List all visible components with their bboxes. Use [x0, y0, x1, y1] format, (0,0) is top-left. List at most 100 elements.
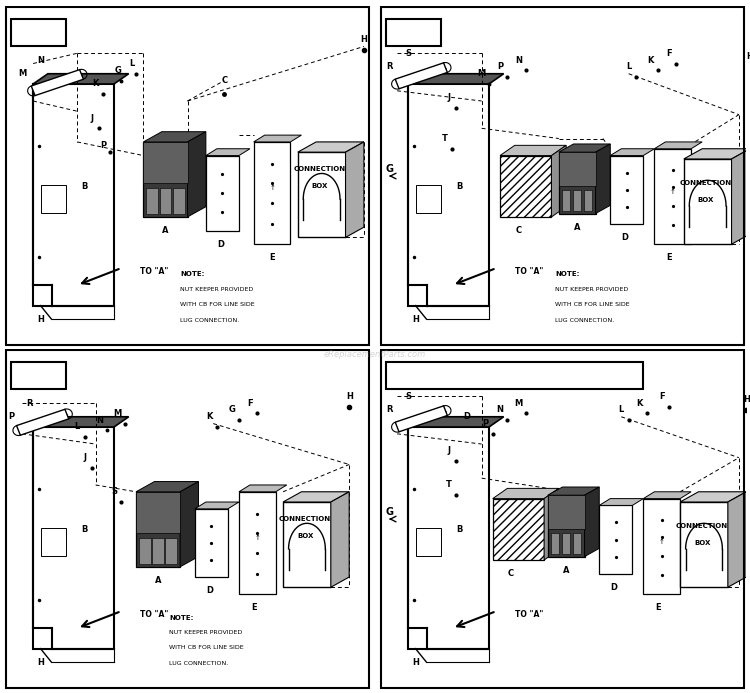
Text: T: T [446, 480, 452, 489]
Text: D: D [622, 233, 628, 242]
Text: NOTE:: NOTE: [180, 272, 205, 277]
Text: P: P [8, 412, 14, 421]
Text: G: G [114, 66, 121, 75]
Text: C: C [515, 226, 521, 235]
Polygon shape [654, 149, 692, 244]
Text: L: L [626, 62, 632, 71]
Polygon shape [548, 495, 584, 556]
Text: E: E [269, 254, 274, 263]
Text: TO "A": TO "A" [514, 610, 543, 619]
Polygon shape [298, 152, 346, 238]
Text: B: B [457, 525, 463, 534]
Polygon shape [584, 487, 599, 556]
Polygon shape [573, 533, 580, 554]
Polygon shape [573, 190, 580, 211]
Text: H: H [742, 395, 750, 404]
Polygon shape [644, 498, 680, 594]
Polygon shape [32, 70, 83, 96]
Text: R: R [386, 405, 393, 414]
Text: N: N [496, 405, 503, 414]
Text: B: B [457, 182, 463, 191]
Text: G: G [228, 405, 235, 414]
Text: K: K [637, 398, 643, 407]
Polygon shape [596, 144, 610, 213]
Text: E: E [656, 603, 661, 612]
Text: P: P [497, 62, 503, 71]
Polygon shape [143, 142, 188, 183]
Text: A: A [563, 565, 569, 574]
Polygon shape [166, 538, 177, 564]
Text: D: D [217, 240, 224, 249]
Text: CONNECTION: CONNECTION [279, 516, 332, 522]
Text: M: M [18, 69, 26, 78]
Text: E: E [251, 603, 257, 612]
Text: R: R [26, 398, 33, 407]
Polygon shape [283, 492, 350, 502]
Polygon shape [644, 492, 692, 498]
Polygon shape [684, 159, 731, 244]
Polygon shape [562, 533, 570, 554]
Text: R: R [386, 62, 393, 71]
Polygon shape [152, 538, 164, 564]
Text: CONNECTION: CONNECTION [676, 523, 728, 529]
Polygon shape [206, 155, 239, 231]
Bar [386, 362, 644, 389]
Polygon shape [493, 489, 559, 498]
Text: NUT KEEPER PROVIDED: NUT KEEPER PROVIDED [555, 287, 628, 292]
Polygon shape [139, 538, 151, 564]
Polygon shape [500, 155, 551, 217]
Text: E: E [666, 254, 672, 263]
Polygon shape [346, 142, 364, 238]
Bar [11, 362, 66, 389]
Polygon shape [500, 146, 566, 155]
Text: H: H [412, 658, 419, 667]
Text: NOTE:: NOTE: [170, 615, 194, 620]
Polygon shape [146, 188, 158, 214]
Text: L: L [619, 405, 624, 414]
Polygon shape [548, 495, 584, 529]
Polygon shape [254, 142, 290, 244]
Polygon shape [551, 146, 566, 217]
Text: F: F [659, 392, 664, 401]
Text: WITH CB FOR LINE SIDE: WITH CB FOR LINE SIDE [555, 302, 630, 307]
Text: C: C [508, 569, 514, 578]
Polygon shape [33, 73, 129, 84]
Text: WITH CB FOR LINE SIDE: WITH CB FOR LINE SIDE [170, 645, 244, 650]
Polygon shape [610, 149, 654, 155]
Text: D: D [206, 586, 213, 595]
Text: C: C [221, 76, 227, 85]
Text: G: G [386, 507, 394, 517]
Text: A: A [162, 226, 169, 235]
Polygon shape [544, 489, 559, 560]
Polygon shape [408, 427, 489, 649]
Polygon shape [143, 132, 206, 142]
Polygon shape [180, 482, 199, 567]
Text: ↑: ↑ [658, 538, 664, 545]
Polygon shape [283, 502, 331, 587]
Text: S: S [111, 487, 117, 496]
Polygon shape [728, 492, 746, 587]
Polygon shape [239, 485, 286, 492]
Text: D: D [464, 412, 470, 421]
Polygon shape [559, 152, 596, 186]
Text: A: A [574, 222, 580, 231]
Text: H: H [37, 315, 44, 324]
Polygon shape [599, 505, 632, 574]
Polygon shape [548, 487, 599, 495]
Text: KG: KG [28, 26, 49, 40]
Polygon shape [331, 492, 350, 587]
Text: N: N [515, 55, 522, 64]
Polygon shape [143, 142, 188, 217]
Text: BOX: BOX [694, 540, 710, 546]
Text: CC (2P & 3P): CC (2P & 3P) [480, 371, 550, 381]
Text: N: N [96, 416, 103, 425]
Text: H: H [412, 315, 419, 324]
Polygon shape [16, 410, 69, 435]
Polygon shape [195, 509, 228, 577]
Bar [386, 19, 441, 46]
Text: L: L [130, 59, 135, 68]
Polygon shape [550, 533, 559, 554]
Polygon shape [408, 73, 504, 84]
Polygon shape [680, 502, 728, 587]
Polygon shape [298, 142, 364, 152]
